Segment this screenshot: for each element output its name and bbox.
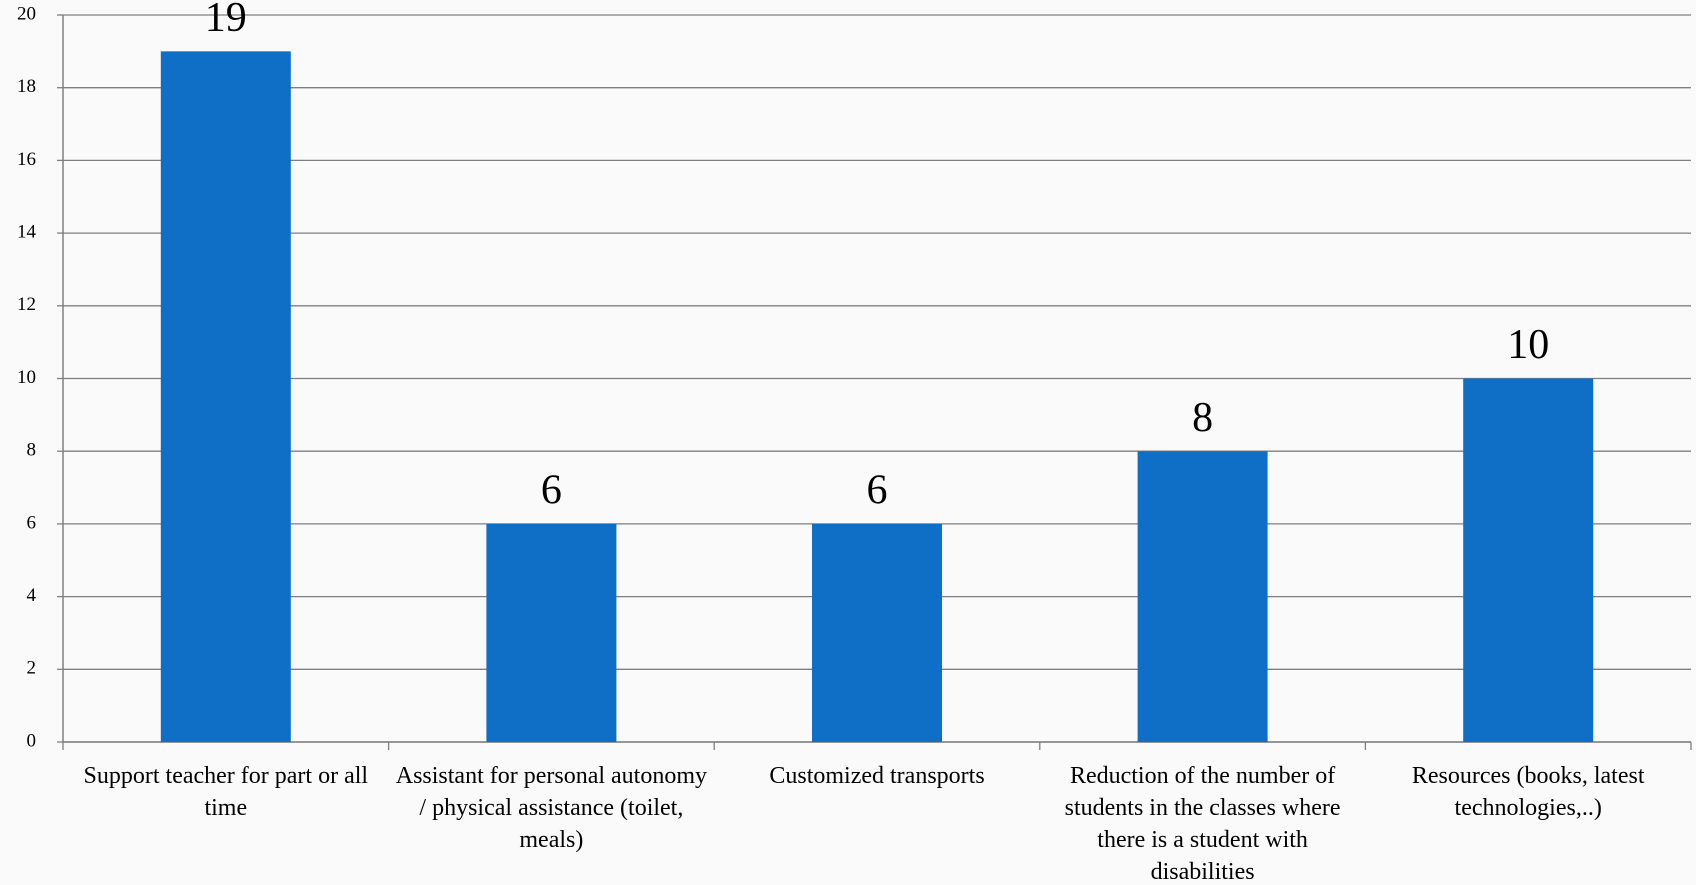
x-tick-label: Resources (books, latest technologies,..… — [1411, 763, 1645, 821]
y-tick-label: 18 — [17, 76, 36, 97]
y-tick-label: 12 — [17, 294, 36, 315]
y-tick-label: 2 — [27, 658, 37, 679]
bar — [1137, 451, 1268, 742]
x-tick-label: Customized transports — [769, 763, 985, 789]
data-label: 19 — [205, 0, 247, 41]
data-label: 8 — [1192, 395, 1213, 441]
bar — [1463, 378, 1594, 742]
data-label: 6 — [541, 468, 562, 514]
y-tick-label: 14 — [17, 221, 37, 242]
y-tick-label: 20 — [17, 3, 36, 24]
x-tick-label: Support teacher for part or all time — [83, 763, 369, 821]
data-label: 6 — [867, 468, 888, 514]
y-tick-label: 0 — [27, 730, 37, 751]
x-tick-label: Reduction of the number of students in t… — [1064, 763, 1341, 885]
y-tick-label: 4 — [27, 585, 37, 606]
y-tick-label: 8 — [27, 440, 37, 461]
bar — [812, 523, 942, 742]
data-label: 10 — [1507, 322, 1549, 368]
y-tick-label: 16 — [17, 149, 36, 170]
x-tick-label: Assistant for personal autonomy / physic… — [395, 763, 708, 853]
y-tick-label: 10 — [17, 367, 36, 388]
bar — [160, 51, 291, 743]
bar — [486, 523, 617, 742]
y-tick-label: 6 — [27, 512, 37, 533]
